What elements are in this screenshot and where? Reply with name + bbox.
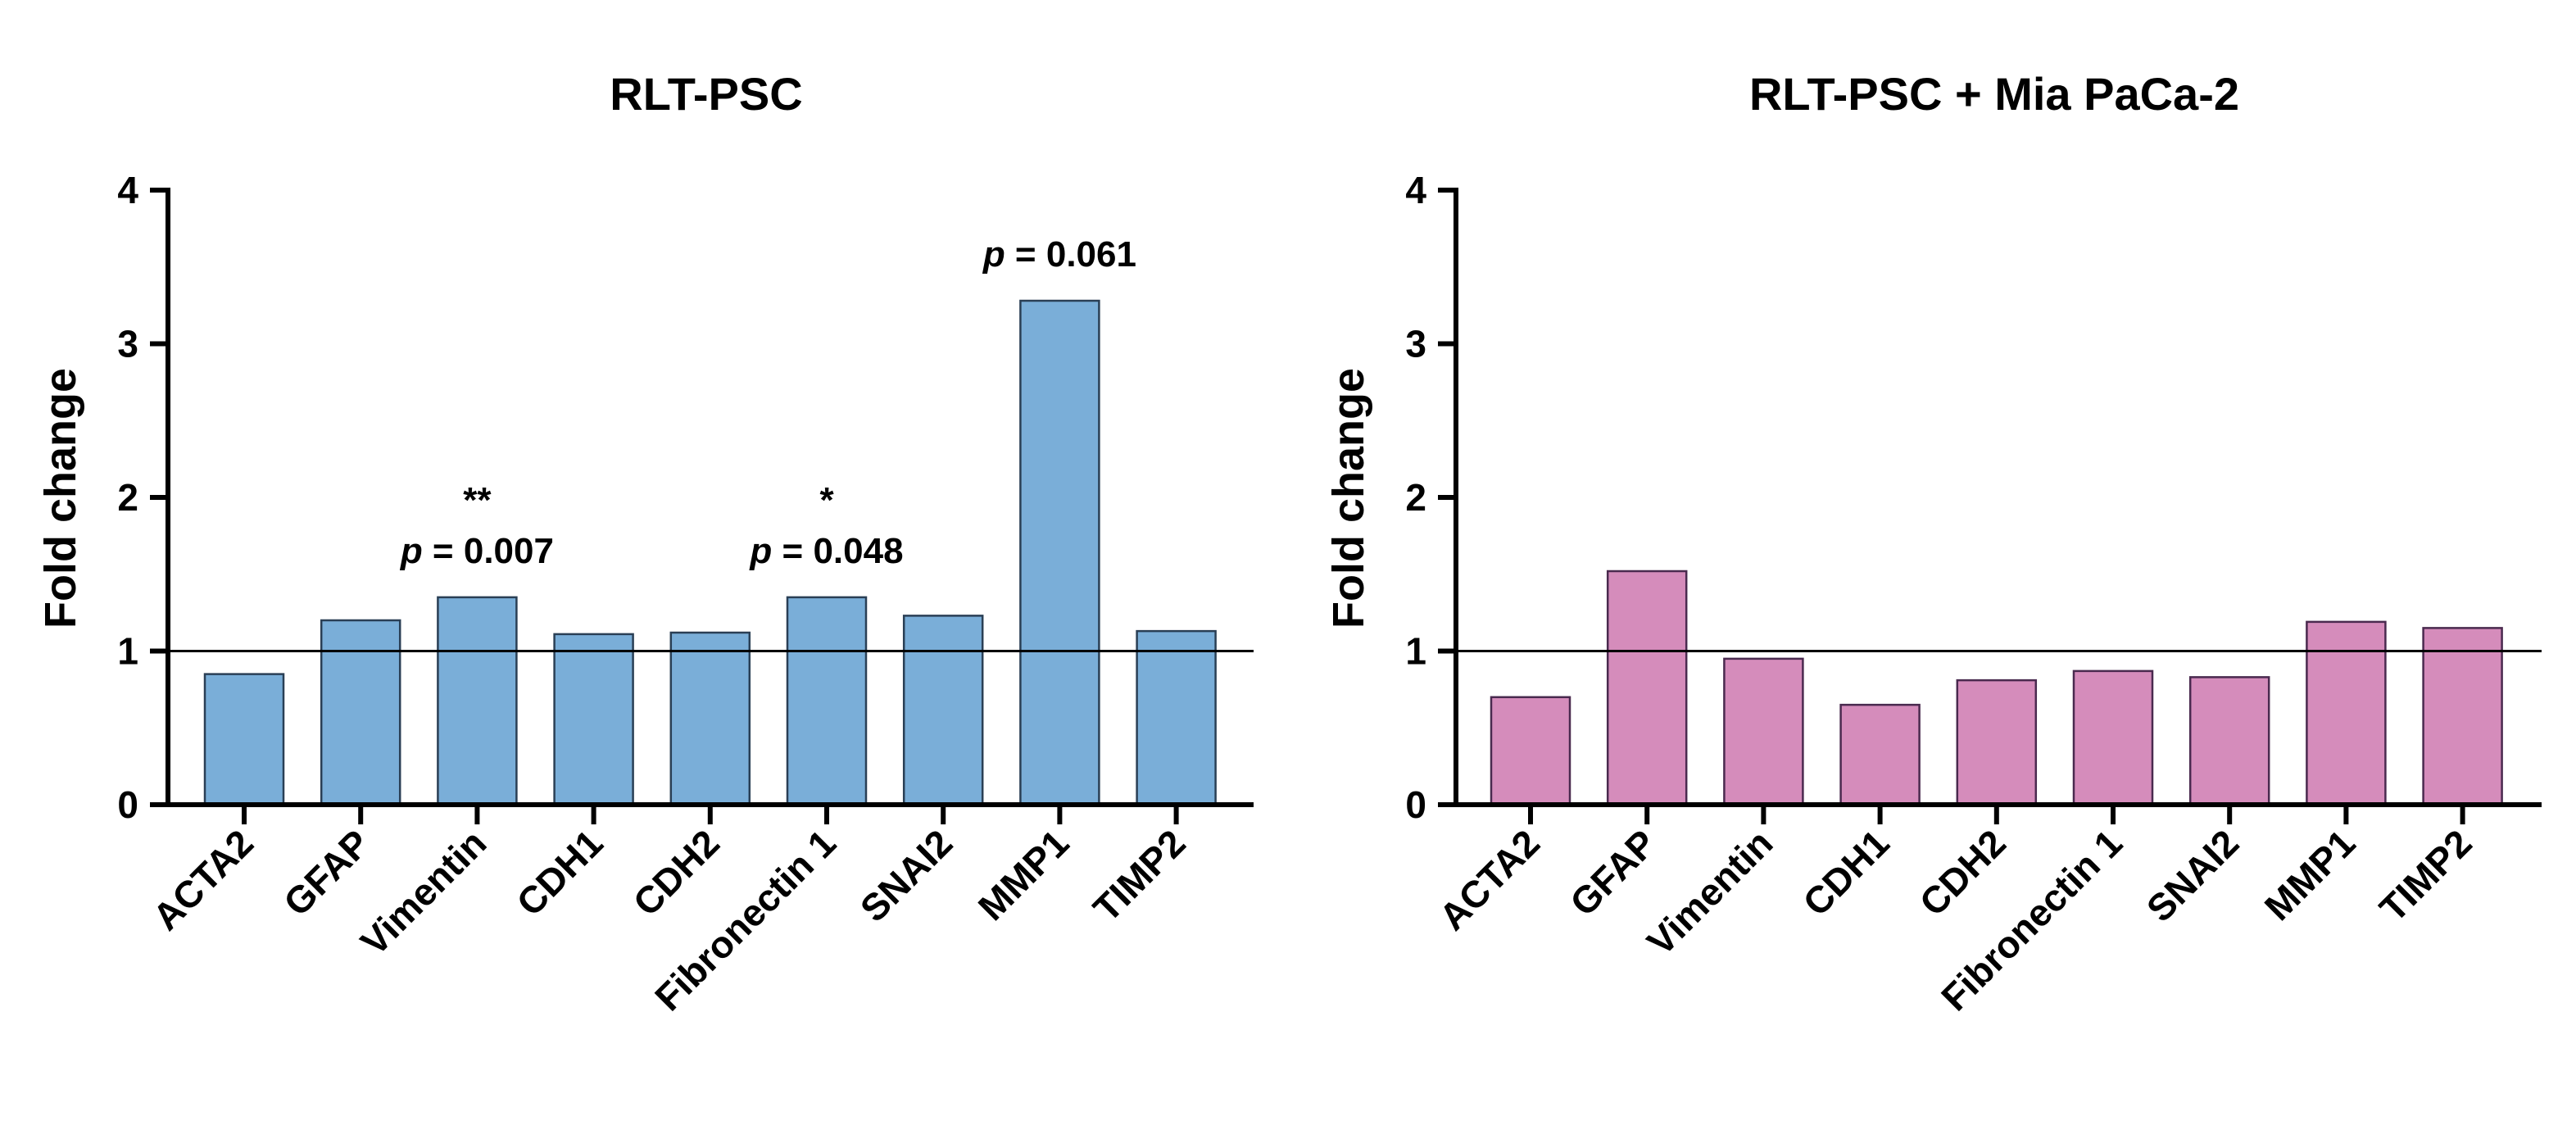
bar-fibronectin-1 bbox=[786, 596, 868, 806]
y-tick-label: 1 bbox=[1405, 630, 1426, 673]
chart-title: RLT-PSC bbox=[610, 68, 802, 120]
bar-gfap bbox=[320, 619, 401, 806]
p-value-annotation: p = 0.048 bbox=[749, 531, 903, 571]
chart-panel-rlt-psc: RLT-PSC Fold change 0 1 2 3 4 ** p = 0.007 * p … bbox=[36, 68, 1254, 1019]
bar-vimentin bbox=[437, 596, 518, 806]
chart-title: RLT-PSC + Mia PaCa-2 bbox=[1749, 68, 2239, 120]
bar-acta2 bbox=[203, 673, 285, 806]
chart-panel-rlt-psc-mia-paca2: RLT-PSC + Mia PaCa-2 Fold change 0 1 2 3 4 A… bbox=[1324, 68, 2542, 1019]
x-tick-label: GFAP bbox=[1562, 821, 1664, 924]
y-tick-label: 0 bbox=[1405, 783, 1426, 826]
y-axis-label: Fold change bbox=[1324, 368, 1373, 629]
p-symbol: p bbox=[749, 531, 772, 571]
x-tick-label: GFAP bbox=[275, 821, 378, 924]
p-value: = 0.007 bbox=[423, 531, 554, 571]
bar-snai2 bbox=[2188, 676, 2270, 806]
x-tick-label: CDH1 bbox=[1794, 821, 1897, 924]
significance-stars: ** bbox=[463, 480, 492, 520]
x-tick-label: Vimentin bbox=[1639, 821, 1781, 964]
p-value: = 0.048 bbox=[772, 531, 903, 571]
p-symbol: p bbox=[400, 531, 423, 571]
x-tick-label: SNAI2 bbox=[852, 821, 961, 930]
x-tick-label: MMP1 bbox=[2256, 821, 2364, 928]
y-tick-label: 2 bbox=[117, 476, 138, 519]
y-tick-label: 0 bbox=[117, 783, 138, 826]
x-tick-label: CDH2 bbox=[1912, 821, 2014, 924]
bar-mmp1 bbox=[2306, 620, 2387, 806]
y-tick-label: 4 bbox=[1405, 169, 1426, 211]
x-tick-label: MMP1 bbox=[970, 821, 1077, 928]
x-tick-label: TIMP2 bbox=[1085, 821, 1194, 930]
bar-timp2 bbox=[2422, 627, 2503, 806]
x-tick-label: ACTA2 bbox=[1431, 821, 1548, 938]
bar-snai2 bbox=[902, 615, 984, 806]
p-symbol: p bbox=[982, 234, 1005, 275]
bar-cdh1 bbox=[553, 633, 634, 806]
bar-acta2 bbox=[1490, 696, 1571, 806]
p-value-annotation: p = 0.007 bbox=[400, 531, 554, 571]
bar-cdh1 bbox=[1839, 703, 1921, 806]
bar-timp2 bbox=[1136, 629, 1217, 806]
bar-cdh2 bbox=[669, 631, 751, 806]
x-tick-label: TIMP2 bbox=[2371, 821, 2480, 930]
bar-vimentin bbox=[1723, 657, 1804, 806]
y-tick-label: 4 bbox=[117, 169, 138, 211]
bar-mmp1 bbox=[1019, 299, 1100, 806]
p-value: = 0.061 bbox=[1005, 234, 1136, 275]
x-tick-label: CDH1 bbox=[508, 821, 610, 924]
x-tick-label: ACTA2 bbox=[144, 821, 261, 938]
y-tick-label: 2 bbox=[1405, 476, 1426, 519]
x-tick-label: Vimentin bbox=[352, 821, 495, 964]
p-value-annotation: p = 0.061 bbox=[982, 234, 1136, 275]
x-tick-label: CDH2 bbox=[625, 821, 728, 924]
y-tick-label: 3 bbox=[117, 323, 138, 365]
bar-fibronectin-1 bbox=[2072, 669, 2154, 806]
significance-stars: * bbox=[819, 480, 834, 520]
y-tick-label: 3 bbox=[1405, 323, 1426, 365]
bar-gfap bbox=[1606, 570, 1688, 806]
bar-cdh2 bbox=[1956, 678, 2038, 806]
y-axis-label: Fold change bbox=[36, 368, 85, 629]
y-tick-label: 1 bbox=[117, 630, 138, 673]
x-tick-label: SNAI2 bbox=[2138, 821, 2247, 930]
